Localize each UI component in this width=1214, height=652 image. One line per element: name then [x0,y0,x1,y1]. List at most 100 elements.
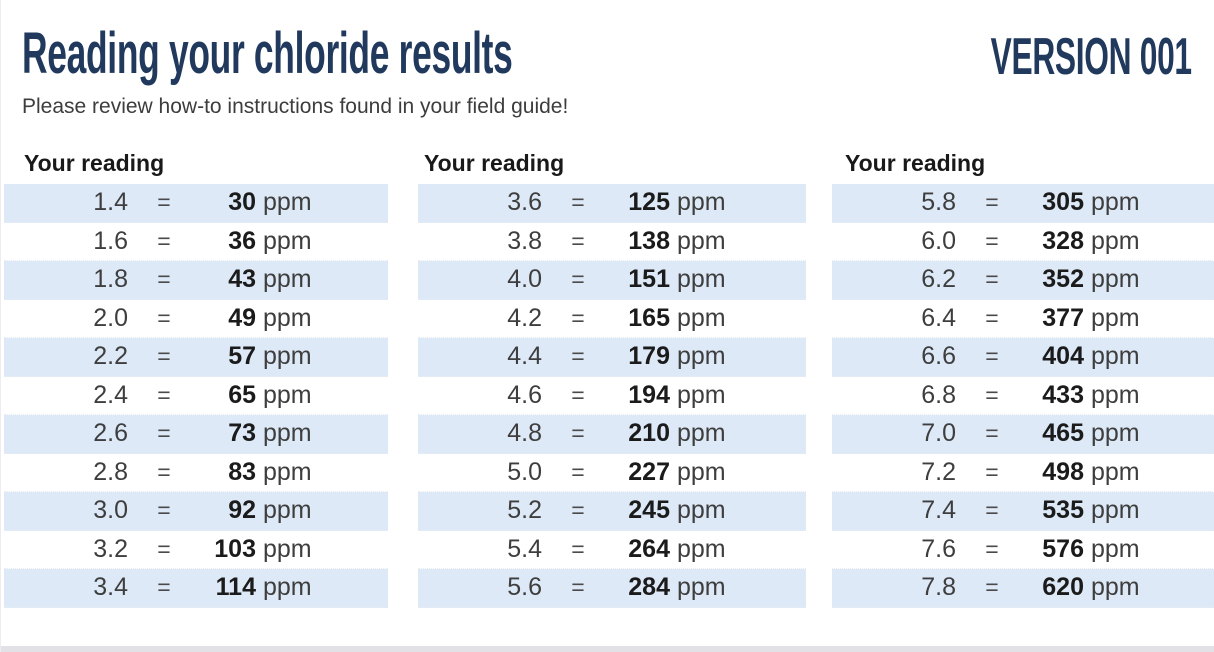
reading-value: 4.0 [507,265,542,294]
ppm-unit: ppm [677,342,726,371]
equals-sign: = [157,343,171,370]
ppm-value: 92 [228,496,256,525]
equals-sign: = [985,381,999,408]
table-row: 7.8 = 620 ppm [832,569,1214,608]
table-row: 1.6 = 36 ppm [4,223,388,261]
ppm-unit: ppm [263,188,312,217]
equals-sign: = [571,266,585,293]
ppm-value: 210 [628,419,670,448]
reading-value: 3.2 [93,534,128,563]
ppm-value: 498 [1042,457,1084,486]
ppm-unit: ppm [677,380,726,409]
ppm-unit: ppm [263,457,312,486]
table-row: 4.6 = 194 ppm [418,377,806,415]
ppm-unit: ppm [263,419,312,448]
ppm-unit: ppm [1091,188,1140,217]
ppm-value: 620 [1042,573,1084,602]
ppm-unit: ppm [263,265,312,294]
ppm-value: 83 [228,457,256,486]
ppm-value: 179 [628,342,670,371]
ppm-unit: ppm [1091,380,1140,409]
table-row: 7.4 = 535 ppm [832,492,1214,531]
table-header: Your reading [424,150,565,176]
table-row: 3.8 = 138 ppm [418,223,806,261]
ppm-value: 465 [1042,419,1084,448]
reading-value: 6.2 [921,265,956,294]
reading-value: 4.4 [507,342,542,371]
ppm-unit: ppm [263,226,312,255]
table-row: 4.0 = 151 ppm [418,261,806,300]
reading-value: 6.8 [921,380,956,409]
reading-value: 7.2 [921,457,956,486]
reading-value: 5.6 [507,573,542,602]
header-bar: Reading your chloride results VERSION 00… [1,0,1214,84]
ppm-value: 49 [228,303,256,332]
reading-value: 7.6 [921,534,956,563]
ppm-value: 103 [214,534,256,563]
reading-value: 6.6 [921,342,956,371]
reading-value: 4.8 [507,419,542,448]
ppm-value: 138 [628,226,670,255]
ppm-unit: ppm [1091,226,1140,255]
ppm-unit: ppm [677,496,726,525]
ppm-value: 328 [1042,226,1084,255]
ppm-unit: ppm [1091,457,1140,486]
ppm-unit: ppm [1091,265,1140,294]
ppm-unit: ppm [1091,573,1140,602]
table-rows: 3.6 = 125 ppm 3.8 = 138 ppm 4.0 = 151 pp… [418,184,806,608]
equals-sign: = [157,189,171,216]
equals-sign: = [571,535,585,562]
reading-value: 3.0 [93,496,128,525]
reading-value: 6.4 [921,303,956,332]
reading-value: 5.4 [507,534,542,563]
table-row: 6.0 = 328 ppm [832,223,1214,261]
equals-sign: = [571,381,585,408]
ppm-unit: ppm [1091,303,1140,332]
reading-value: 5.2 [507,496,542,525]
ppm-unit: ppm [1091,534,1140,563]
ppm-value: 125 [628,188,670,217]
ppm-value: 36 [228,226,256,255]
ppm-value: 57 [228,342,256,371]
reading-value: 3.4 [93,573,128,602]
reading-value: 7.0 [921,419,956,448]
equals-sign: = [157,458,171,485]
conversion-table-2: Your reading 3.6 = 125 ppm 3.8 = 138 ppm… [418,150,806,608]
equals-sign: = [985,458,999,485]
conversion-table-1: Your reading 1.4 = 30 ppm 1.6 = 36 ppm 1… [4,150,388,608]
equals-sign: = [157,420,171,447]
equals-sign: = [157,304,171,331]
ppm-value: 114 [215,573,256,602]
ppm-value: 576 [1042,534,1084,563]
table-rows: 5.8 = 305 ppm 6.0 = 328 ppm 6.2 = 352 pp… [832,184,1214,608]
equals-sign: = [571,343,585,370]
table-row: 2.4 = 65 ppm [4,377,388,415]
ppm-unit: ppm [263,573,312,602]
table-rows: 1.4 = 30 ppm 1.6 = 36 ppm 1.8 = 43 ppm 2… [4,184,388,608]
reading-value: 6.0 [921,226,956,255]
equals-sign: = [985,535,999,562]
table-row: 1.8 = 43 ppm [4,261,388,300]
reading-value: 2.6 [93,419,128,448]
reading-value: 7.8 [921,573,956,602]
equals-sign: = [985,189,999,216]
ppm-unit: ppm [677,534,726,563]
reading-value: 2.4 [93,380,128,409]
table-row: 5.4 = 264 ppm [418,531,806,569]
table-header: Your reading [24,150,165,176]
table-row: 2.2 = 57 ppm [4,338,388,377]
table-row: 4.8 = 210 ppm [418,415,806,454]
ppm-value: 404 [1042,342,1084,371]
table-row: 7.0 = 465 ppm [832,415,1214,454]
ppm-unit: ppm [263,342,312,371]
equals-sign: = [157,497,171,524]
ppm-value: 194 [628,380,670,409]
table-row: 2.8 = 83 ppm [4,454,388,492]
table-row: 7.2 = 498 ppm [832,454,1214,492]
table-row: 3.2 = 103 ppm [4,531,388,569]
subtitle: Please review how-to instructions found … [22,95,569,118]
reading-value: 5.0 [507,457,542,486]
ppm-value: 433 [1042,380,1084,409]
equals-sign: = [571,574,585,601]
equals-sign: = [985,343,999,370]
